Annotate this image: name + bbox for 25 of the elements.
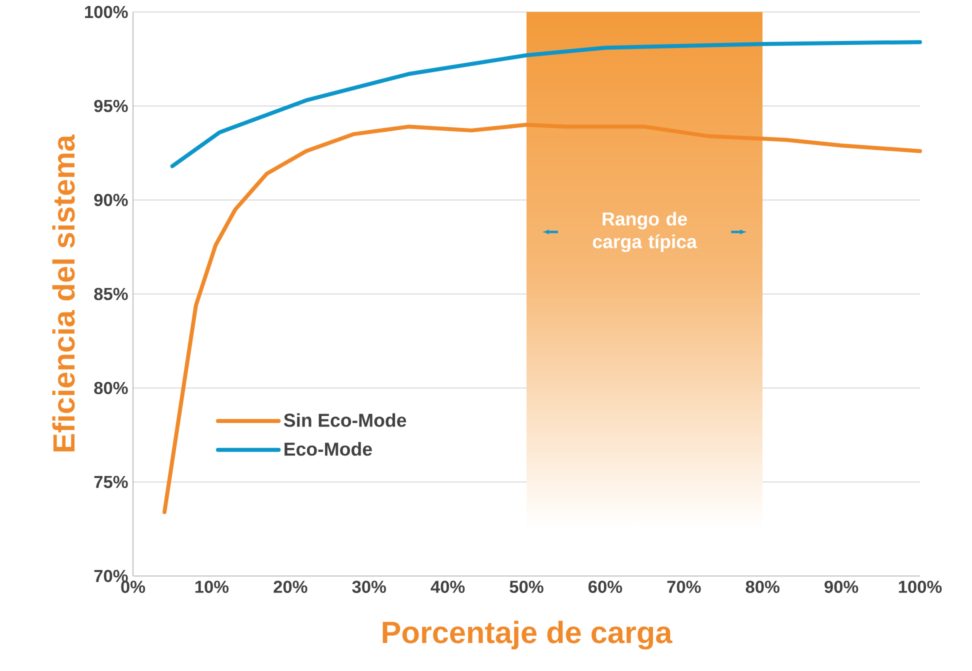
legend-label: Eco-Mode [284, 442, 372, 456]
band-label: Rango de carga típica [592, 212, 698, 252]
x-tick-label: 30% [352, 580, 386, 593]
y-tick-label: 75% [94, 476, 128, 488]
y-tick-label: 70% [94, 570, 128, 582]
y-axis-title: Eficiencia del sistema [52, 134, 75, 452]
x-tick-label: 100% [898, 580, 942, 593]
x-tick-label: 0% [121, 580, 146, 593]
y-tick-label: 100% [85, 6, 128, 18]
x-tick-label: 80% [746, 580, 780, 593]
y-tick-label: 85% [94, 288, 128, 300]
x-tick-label: 50% [510, 580, 544, 593]
line-series [170, 40, 922, 168]
x-tick-label: 20% [274, 580, 308, 593]
legend-label: Sin Eco-Mode [284, 413, 406, 427]
x-tick-label: 60% [588, 580, 622, 593]
line-series [162, 122, 922, 514]
y-tick-label: 95% [94, 100, 128, 112]
x-axis-title: Porcentaje de carga [382, 620, 672, 650]
x-tick-label: 10% [195, 580, 229, 593]
y-tick-label: 80% [94, 382, 128, 394]
x-tick-label: 90% [824, 580, 858, 593]
x-tick-label: 40% [430, 580, 465, 593]
y-tick-label: 90% [94, 194, 128, 206]
x-tick-label: 70% [667, 580, 701, 593]
